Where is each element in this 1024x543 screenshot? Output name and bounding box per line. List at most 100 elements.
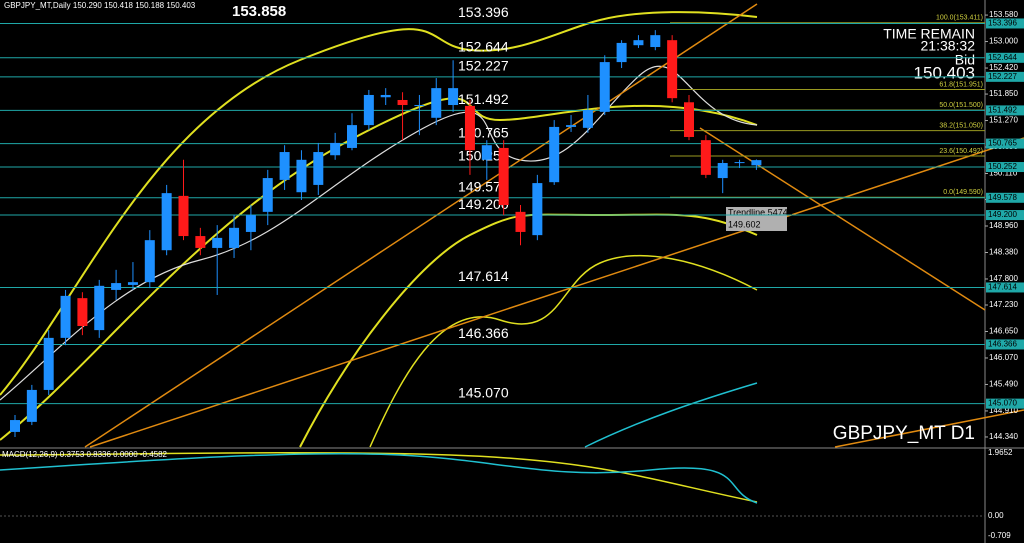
macd-label: MACD(12,26,9) 0.3753 0.8336 0.0000 -0.45… xyxy=(2,450,168,459)
level-label: 153.396 xyxy=(458,4,509,20)
level-box-label: 145.070 xyxy=(988,399,1017,408)
level-box xyxy=(986,282,1024,293)
level-box xyxy=(986,339,1024,350)
level-label: 147.614 xyxy=(458,268,509,284)
candle-body xyxy=(498,147,509,206)
candle-body xyxy=(532,183,543,236)
candle-body xyxy=(195,236,206,248)
time-remain: 21:38:32 xyxy=(921,38,976,54)
level-label: 149.200 xyxy=(458,196,509,212)
macd-tick: 1.9652 xyxy=(988,448,1013,457)
candle-body xyxy=(229,227,240,248)
symbol: GBPJPY_MT D1 xyxy=(833,423,975,444)
candle-body xyxy=(161,193,172,251)
candle-body xyxy=(144,240,155,283)
fib-label: 0.0(149.590) xyxy=(943,189,983,196)
fib-label: 38.2(151.050) xyxy=(939,122,983,129)
candle-body xyxy=(650,35,661,48)
level-box-label: 149.200 xyxy=(988,210,1017,219)
level-label: 146.366 xyxy=(458,325,509,341)
y-tick-label: 150.110 xyxy=(989,169,1018,178)
macd-line xyxy=(0,452,758,504)
header: GBPJPY_MT,Daily 150.290 150.418 150.188 … xyxy=(4,1,196,10)
candle-body xyxy=(515,211,526,232)
level-box xyxy=(986,398,1024,409)
candle-body xyxy=(43,337,54,390)
level-box-label: 151.492 xyxy=(988,106,1017,115)
candle-body xyxy=(599,62,610,112)
fib-label: 100.0(153.411) xyxy=(936,15,983,22)
tooltip-label: Trendline 54749 xyxy=(728,207,793,217)
level-label: 149.578 xyxy=(458,178,509,194)
macd-signal xyxy=(0,452,758,503)
candle-body xyxy=(245,215,256,232)
y-tick-label: 148.960 xyxy=(989,221,1018,230)
fib-label: 50.0(151.500) xyxy=(939,102,983,109)
level-box-label: 152.644 xyxy=(988,53,1017,62)
moving-average xyxy=(0,65,758,401)
candle-body xyxy=(431,88,442,118)
level-box-label: 152.227 xyxy=(988,72,1017,81)
trendline-tooltip xyxy=(726,207,787,231)
bid: 150.403 xyxy=(914,63,975,82)
y-tick-label: 148.380 xyxy=(989,248,1018,257)
candle-body xyxy=(734,162,745,164)
level-box xyxy=(986,210,1024,221)
y-tick-label: 151.850 xyxy=(989,89,1018,98)
candle-body xyxy=(633,40,644,46)
y-tick-label: 151.270 xyxy=(989,116,1018,125)
level-box-label: 146.366 xyxy=(988,340,1017,349)
y-tick-label: 153.580 xyxy=(989,10,1018,19)
level-box-label: 147.614 xyxy=(988,283,1017,292)
macd-tick: 0.00 xyxy=(988,511,1004,520)
trend-ma xyxy=(584,382,758,448)
y-tick-label: 147.800 xyxy=(989,274,1018,283)
candle-body xyxy=(684,102,694,137)
candle-body xyxy=(464,105,475,151)
candle-body xyxy=(77,298,88,327)
lower-band-2 xyxy=(369,254,758,448)
candle-body xyxy=(10,420,20,432)
level-label: 151.492 xyxy=(458,91,509,107)
candle-body xyxy=(380,94,391,98)
fib-label: 61.8(151.951) xyxy=(939,81,983,88)
indicators xyxy=(0,3,1024,517)
tooltip-value: 149.602 xyxy=(728,219,761,229)
level-box xyxy=(986,192,1024,203)
candle-body xyxy=(549,126,560,183)
candle-body xyxy=(582,110,593,128)
candle-body xyxy=(347,125,357,148)
high-label: 153.858 xyxy=(232,3,286,20)
y-tick-label: 153.000 xyxy=(989,37,1018,46)
candle-body xyxy=(279,152,290,180)
candle-body xyxy=(700,140,711,175)
candle-body xyxy=(330,142,341,156)
candle-body xyxy=(414,105,425,107)
macd-tick: -0.709 xyxy=(988,531,1011,540)
bid-label: Bid xyxy=(955,52,975,68)
candle-body xyxy=(667,40,678,99)
y-tick-label: 146.070 xyxy=(989,353,1018,362)
trendline xyxy=(84,3,758,448)
candle-body xyxy=(296,159,307,193)
y-tick-label: 152.420 xyxy=(989,63,1018,72)
y-tick-label: 144.910 xyxy=(989,406,1018,415)
candle-body xyxy=(751,160,762,166)
candle-body xyxy=(481,145,492,160)
level-box-label: 149.578 xyxy=(988,193,1017,202)
candle-body xyxy=(566,125,577,127)
trendline xyxy=(834,409,1024,448)
level-label: 145.070 xyxy=(458,384,509,400)
level-label: 152.644 xyxy=(458,39,509,55)
candle-body xyxy=(448,88,459,106)
level-box-label: 153.396 xyxy=(988,19,1017,28)
candle-body xyxy=(60,295,71,338)
candle-body xyxy=(616,42,627,63)
candle-body xyxy=(363,94,374,126)
level-label: 152.227 xyxy=(458,58,509,74)
level-box xyxy=(986,52,1024,63)
candle-body xyxy=(313,152,324,185)
candle-body xyxy=(127,282,138,285)
